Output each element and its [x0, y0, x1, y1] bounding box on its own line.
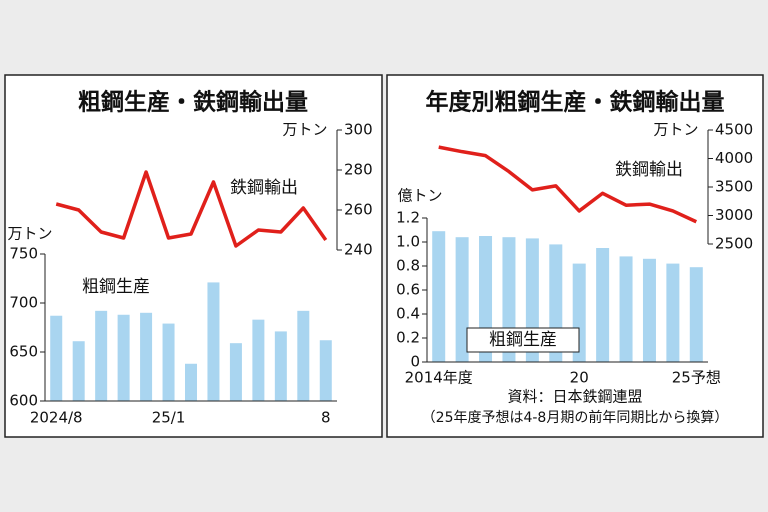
y-tick-label: 750: [9, 245, 38, 263]
chart-title: 年度別粗鋼生産・鉄鋼輸出量: [426, 89, 725, 116]
y2-tick-label: 300: [344, 121, 373, 139]
bar: [162, 323, 175, 401]
y2-tick-label: 4500: [715, 121, 753, 139]
y-tick-label: 0.8: [396, 257, 420, 275]
series-label: 粗鋼生産: [82, 277, 150, 297]
y-tick-label: 0.4: [396, 305, 420, 323]
y2-tick-label: 3000: [715, 206, 753, 224]
label-box: [466, 327, 580, 353]
bar: [642, 258, 656, 362]
bar: [117, 314, 130, 401]
bar: [50, 315, 63, 401]
y2-axis-unit: 万トン: [653, 121, 698, 139]
note: （25年度予想は4-8月期の前年同期比から換算）: [422, 409, 729, 426]
y2-tick-label: 4000: [715, 149, 753, 167]
x-tick-label: 2014年度: [405, 369, 473, 387]
y2-tick-label: 260: [344, 201, 373, 219]
y-tick-label: 1.2: [396, 209, 420, 227]
y-tick-label: 1.0: [396, 233, 420, 251]
x-tick-label: 8: [321, 409, 331, 427]
bar: [596, 248, 610, 362]
y-tick-label: 0.2: [396, 329, 420, 347]
y-tick-label: 650: [9, 343, 38, 361]
x-tick-label: 25/1: [152, 409, 186, 427]
bar: [95, 310, 108, 401]
series-label: 粗鋼生産: [489, 330, 557, 350]
bar: [207, 282, 220, 401]
chart-title: 粗鋼生産・鉄鋼輸出量: [78, 89, 308, 116]
x-tick-label: 25予想: [672, 369, 721, 387]
line: [55, 170, 328, 248]
x-tick-label: 2024/8: [30, 409, 83, 427]
bar: [274, 331, 287, 401]
y-tick-label: 600: [9, 392, 38, 410]
bar: [689, 267, 703, 362]
y-tick-label: 0.6: [396, 281, 420, 299]
bar: [229, 343, 242, 401]
bar: [319, 340, 332, 401]
y-axis-unit: 万トン: [7, 225, 52, 243]
panel: [386, 74, 764, 438]
y-tick-label: 0: [410, 353, 420, 371]
y-tick-label: 700: [9, 294, 38, 312]
y2-tick-label: 240: [344, 241, 373, 259]
y2-tick-label: 2500: [715, 235, 753, 253]
series-label: 鉄鋼輸出: [230, 178, 298, 198]
y2-axis-unit: 万トン: [282, 121, 327, 139]
bar: [432, 231, 446, 362]
bar: [140, 312, 153, 401]
bar: [666, 263, 680, 362]
bar: [252, 319, 265, 401]
x-tick-label: 20: [570, 369, 589, 387]
bar: [455, 237, 469, 362]
series-label: 鉄鋼輸出: [615, 160, 683, 180]
bar: [297, 310, 310, 401]
bar: [185, 363, 197, 401]
y2-tick-label: 280: [344, 161, 373, 179]
y-axis-unit: 億トン: [397, 187, 442, 205]
line: [438, 145, 698, 224]
bar: [619, 256, 633, 362]
source: 資料：日本鉄鋼連盟: [507, 388, 642, 406]
bar: [72, 341, 85, 401]
y2-tick-label: 3500: [715, 178, 753, 196]
